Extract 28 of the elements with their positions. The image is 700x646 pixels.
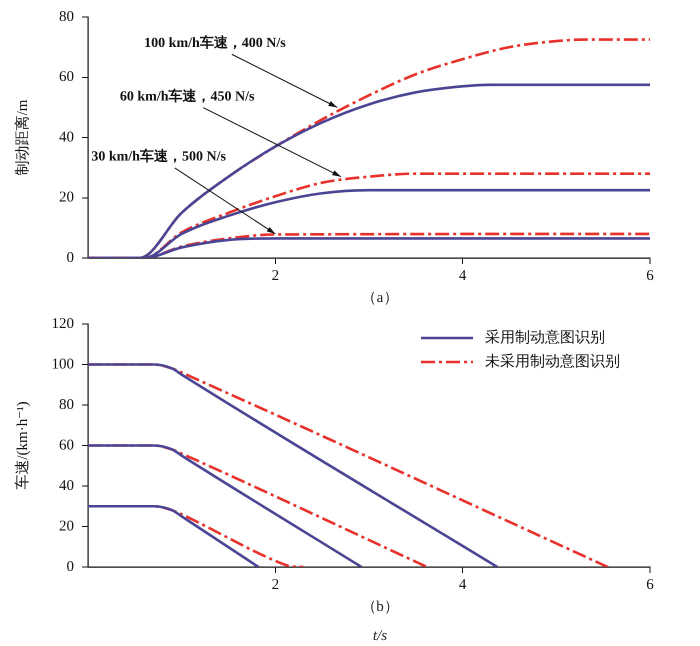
x-tick-label: 6	[646, 576, 654, 593]
y-tick-label: 0	[66, 558, 74, 575]
y-axis-title: 制动距离/m	[14, 99, 31, 176]
annotation: 60 km/h车速，450 N/s	[120, 87, 256, 104]
x-tick-label: 4	[458, 268, 467, 284]
y-axis-title: 车速/(km·h⁻¹)	[14, 401, 31, 490]
legend-label: 未采用制动意图识别	[485, 352, 620, 372]
y-tick-label: 20	[59, 518, 74, 534]
y-tick-label: 20	[59, 190, 74, 206]
y-tick-label: 0	[66, 250, 74, 266]
x-tick-label: 6	[646, 268, 654, 284]
y-tick-label: 60	[59, 69, 74, 86]
y-tick-label: 60	[59, 437, 74, 454]
y-tick-label: 40	[59, 478, 74, 494]
x-tick-label: 2	[272, 576, 280, 593]
text: （a）	[360, 289, 400, 307]
y-tick-label: 80	[59, 8, 74, 25]
x-axis-title: t/s	[372, 628, 388, 645]
y-tick-label: 80	[59, 396, 74, 413]
y-tick-label: 40	[59, 129, 74, 146]
y-tick-label: 100	[52, 356, 74, 372]
x-tick-label: 4	[458, 576, 467, 593]
annotation: 30 km/h车速，500 N/s	[91, 148, 226, 165]
legend-label: 采用制动意图识别	[485, 328, 605, 348]
text: （b）	[360, 598, 400, 616]
y-tick-label: 120	[52, 316, 74, 332]
annotation: 100 km/h车速，400 N/s	[144, 34, 286, 51]
x-tick-label: 2	[272, 268, 280, 284]
